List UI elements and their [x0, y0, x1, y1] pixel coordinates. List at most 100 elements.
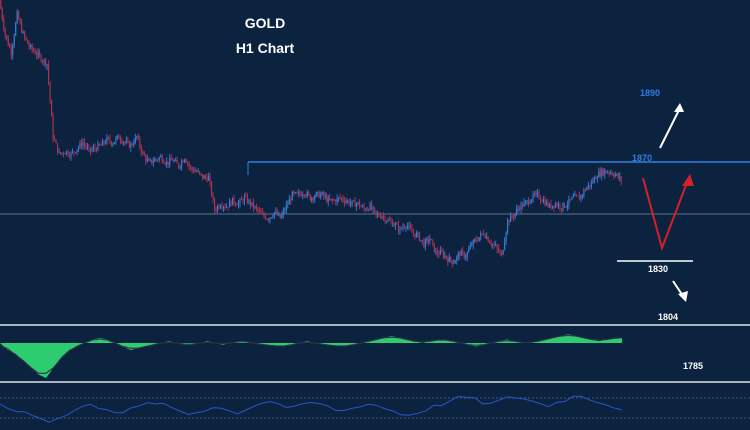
- v-scenario: [642, 177, 689, 252]
- candle-body: [104, 142, 106, 144]
- rsi-line: [0, 395, 623, 423]
- candle-body: [527, 200, 530, 204]
- candle-body: [16, 11, 18, 23]
- candle-body: [569, 199, 571, 200]
- candle-body: [252, 202, 255, 208]
- candle-body: [442, 251, 444, 257]
- candle-body: [88, 147, 90, 149]
- candle-body: [173, 160, 175, 162]
- candle-body: [130, 144, 132, 148]
- candle-body: [264, 216, 266, 219]
- chart-title: GOLD: [244, 15, 286, 31]
- candle-body: [412, 232, 414, 234]
- candle-body: [299, 192, 301, 195]
- candle-body: [212, 195, 214, 199]
- candle-body: [367, 209, 370, 211]
- candle-body: [433, 243, 435, 252]
- candle-body: [28, 43, 30, 48]
- candle-body: [110, 141, 112, 145]
- candle-body: [586, 187, 588, 191]
- candle-body: [237, 203, 240, 206]
- candle-body: [181, 161, 183, 167]
- candle-body: [160, 156, 162, 158]
- candle-body: [501, 252, 503, 255]
- candle-body: [36, 54, 38, 56]
- candle-body: [544, 200, 546, 206]
- candle-body: [251, 202, 253, 206]
- candle-body: [430, 239, 432, 240]
- candle-body: [341, 197, 343, 199]
- candle-body: [423, 240, 425, 248]
- candle-body: [119, 138, 121, 141]
- candle-body: [152, 161, 154, 164]
- candle-body: [602, 169, 604, 175]
- candle-body: [424, 239, 426, 248]
- candle-body: [315, 192, 317, 197]
- candle-body: [411, 228, 413, 233]
- candle-body: [601, 169, 603, 177]
- candle-body: [533, 193, 536, 195]
- candle-body: [504, 241, 506, 250]
- candle-body: [236, 204, 238, 206]
- candle-body: [399, 227, 401, 231]
- candle-body: [145, 155, 147, 161]
- candle-body: [300, 194, 302, 197]
- candle-body: [54, 138, 56, 141]
- bullish-scenario-arrow: [659, 107, 681, 149]
- candle-body: [580, 195, 582, 200]
- candle-body: [306, 192, 308, 196]
- arrowhead-up: [674, 103, 684, 112]
- candle-body: [320, 194, 322, 198]
- candle-body: [608, 172, 610, 174]
- candle-body: [336, 197, 338, 203]
- candle-body: [314, 196, 316, 200]
- candle-body: [465, 257, 467, 259]
- candle-body: [172, 160, 174, 162]
- candle-body: [388, 220, 391, 221]
- candle-body: [420, 239, 422, 241]
- candle-body: [427, 238, 429, 242]
- candle-body: [95, 148, 98, 151]
- candle-body: [257, 208, 259, 211]
- candle-body: [326, 196, 328, 202]
- candle-body: [599, 171, 601, 177]
- candle-body: [583, 189, 585, 195]
- candle-body: [471, 245, 473, 246]
- candle-body: [269, 217, 271, 221]
- candle-body: [507, 220, 509, 233]
- candle-body: [475, 239, 477, 241]
- candle-body: [611, 172, 613, 175]
- candle-body: [218, 205, 220, 208]
- candle-body: [505, 232, 507, 242]
- candle-body: [219, 206, 222, 208]
- candle-body: [61, 152, 63, 154]
- candle-body: [122, 142, 124, 143]
- candle-body: [526, 200, 528, 202]
- candle-body: [327, 197, 329, 202]
- candle-body: [70, 152, 72, 157]
- candle-body: [565, 206, 567, 208]
- candle-body: [261, 212, 263, 214]
- oscillator-fill: [0, 334, 622, 378]
- candle-body: [10, 47, 12, 56]
- candle-body: [484, 234, 486, 238]
- candle-body: [216, 205, 219, 211]
- candle-body: [190, 166, 192, 168]
- candle-body: [178, 163, 180, 168]
- candle-body: [311, 197, 313, 201]
- candle-body: [187, 162, 189, 164]
- candle-body: [563, 202, 566, 208]
- candle-body: [272, 216, 274, 218]
- candle-body: [142, 152, 144, 154]
- candle-body: [62, 152, 65, 154]
- candle-body: [131, 144, 133, 145]
- candle-body: [18, 11, 20, 20]
- candle-body: [391, 221, 394, 227]
- candle-body: [617, 174, 619, 178]
- candle-body: [363, 206, 365, 210]
- candle-body: [143, 152, 145, 156]
- candle-body: [155, 159, 157, 161]
- candle-body: [240, 199, 243, 201]
- candle-body: [30, 45, 32, 48]
- candle-body: [273, 212, 275, 217]
